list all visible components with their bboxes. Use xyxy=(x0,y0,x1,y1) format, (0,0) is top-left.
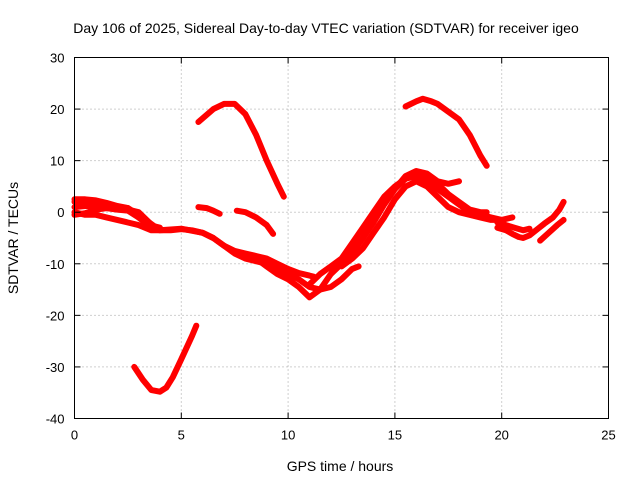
series-arc-8 xyxy=(195,100,287,200)
series-arc-13 xyxy=(338,178,516,270)
x-tick-labels: 0 5 10 15 20 25 xyxy=(71,428,616,443)
series-arc-7 xyxy=(233,207,277,237)
y-tick-label: -10 xyxy=(46,257,65,272)
x-tick-label: 10 xyxy=(281,428,295,443)
chart-title: Day 106 of 2025, Sidereal Day-to-day VTE… xyxy=(73,20,579,36)
y-tick-label: 10 xyxy=(50,154,64,169)
x-tick-label: 20 xyxy=(494,428,508,443)
y-tick-label: 0 xyxy=(57,205,64,220)
y-tick-label: -20 xyxy=(46,308,65,323)
data-traces xyxy=(71,95,567,395)
series-arc-17 xyxy=(494,219,533,234)
series-arc-10 xyxy=(253,173,505,301)
x-tick-label: 5 xyxy=(178,428,185,443)
axis-ticks xyxy=(74,57,609,419)
x-tick-label: 15 xyxy=(388,428,402,443)
y-tick-labels: -40 -30 -20 -10 0 10 20 30 xyxy=(46,51,65,427)
y-tick-label: -30 xyxy=(46,360,65,375)
y-tick-label: 20 xyxy=(50,102,64,117)
series-arc-16 xyxy=(537,216,567,244)
series-arc-9 xyxy=(131,322,200,395)
grid-lines xyxy=(74,57,609,419)
series-arc-12 xyxy=(327,168,462,272)
series-arc-14 xyxy=(402,95,490,169)
x-axis-label: GPS time / hours xyxy=(287,458,394,474)
x-tick-label: 0 xyxy=(71,428,78,443)
y-tick-label: -40 xyxy=(46,412,65,427)
x-tick-label: 25 xyxy=(601,428,615,443)
series-arc-5 xyxy=(71,205,148,226)
plot-frame xyxy=(74,57,609,419)
y-tick-label: 30 xyxy=(50,51,64,66)
y-axis-label: SDTVAR / TECUs xyxy=(5,182,21,294)
series-arc-15 xyxy=(494,198,567,241)
series-arc-6 xyxy=(195,204,223,217)
